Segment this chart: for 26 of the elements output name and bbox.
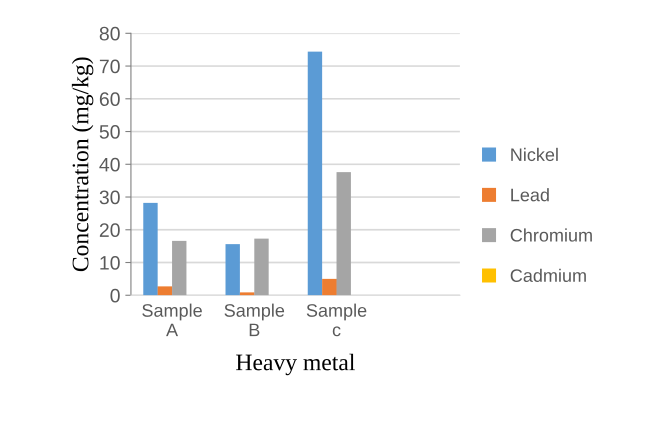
y-tick-label: 30	[100, 190, 120, 204]
bar	[172, 240, 186, 296]
x-tick-label: Sample B	[224, 304, 284, 336]
bar	[322, 278, 337, 296]
x-tick-label: Sample c	[306, 304, 366, 336]
y-tick-label: 70	[100, 60, 120, 74]
y-tick-label: 40	[99, 158, 120, 172]
bar	[226, 244, 240, 296]
y-tick-label: 20	[100, 223, 120, 238]
bar	[143, 202, 158, 296]
bar	[254, 238, 269, 296]
x-tick-label: Sample A	[142, 304, 202, 336]
legend-label: Cadmium	[510, 268, 586, 282]
y-tick-label: 50	[100, 125, 120, 139]
y-tick-label: 0	[110, 288, 120, 302]
bar	[158, 286, 172, 296]
y-tick-label: 80	[100, 26, 120, 41]
legend-label: Chromium	[510, 228, 592, 242]
bar	[308, 52, 322, 296]
legend-label: Nickel	[511, 148, 558, 162]
legend-label: Lead	[511, 188, 549, 202]
bar	[336, 172, 351, 296]
x-axis-title: Heavy metal	[236, 354, 355, 376]
y-axis-title: Concentration (mg/kg)	[72, 57, 94, 272]
y-tick-label: 10	[100, 256, 120, 270]
y-tick-label: 60	[100, 92, 120, 106]
